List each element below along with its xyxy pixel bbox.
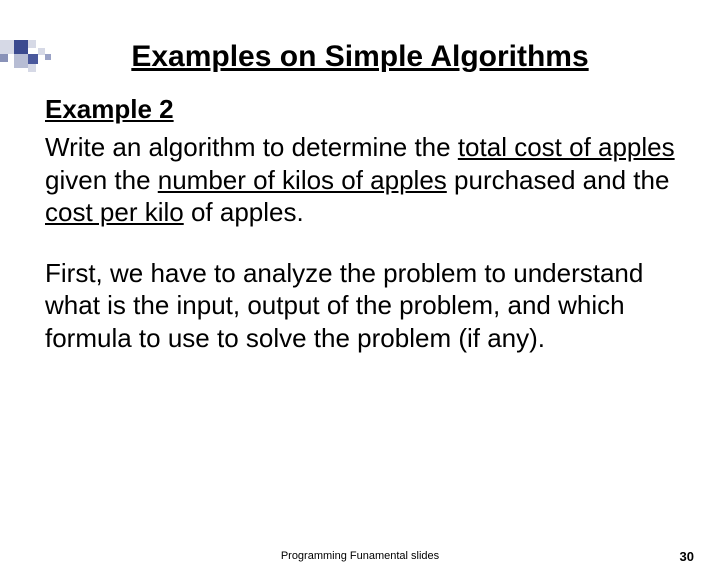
slide-title: Examples on Simple Algorithms bbox=[0, 40, 720, 74]
corner-decoration bbox=[0, 40, 100, 80]
decoration-square bbox=[28, 64, 36, 72]
p1-text-c: purchased and the bbox=[447, 165, 670, 195]
p1-text-b: given the bbox=[45, 165, 158, 195]
page-number: 30 bbox=[680, 549, 694, 564]
decoration-square bbox=[0, 40, 14, 54]
p1-underline-3: cost per kilo bbox=[45, 197, 184, 227]
example-label: Example 2 bbox=[45, 94, 675, 125]
paragraph-2: First, we have to analyze the problem to… bbox=[45, 257, 675, 355]
decoration-square bbox=[28, 40, 36, 48]
decoration-square bbox=[28, 54, 38, 64]
decoration-square bbox=[38, 48, 45, 55]
p1-text-d: of apples. bbox=[184, 197, 304, 227]
p1-text-a: Write an algorithm to determine the bbox=[45, 132, 458, 162]
decoration-square bbox=[45, 54, 51, 60]
p1-underline-2: number of kilos of apples bbox=[158, 165, 447, 195]
p1-underline-1: total cost of apples bbox=[458, 132, 675, 162]
footer-text: Programming Funamental slides bbox=[0, 550, 720, 562]
content-area: Example 2 Write an algorithm to determin… bbox=[0, 74, 720, 354]
paragraph-1: Write an algorithm to determine the tota… bbox=[45, 131, 675, 229]
decoration-square bbox=[14, 54, 28, 68]
decoration-square bbox=[14, 40, 28, 54]
decoration-square bbox=[0, 54, 8, 62]
